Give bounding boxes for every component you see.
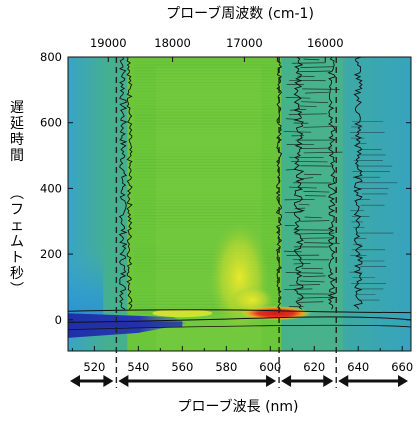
contour-line [327,57,337,310]
range-arrow-head [118,375,129,387]
contour-line [285,168,297,171]
contour-line [302,177,314,179]
right-blue-region [342,57,411,351]
y-tick-label: 200 [40,247,62,261]
x-tick-label: 640 [347,360,369,374]
x-tick-label: 660 [391,360,413,374]
x-tick-label: 560 [171,360,193,374]
contour-line [302,88,340,90]
range-arrow-head [281,375,292,387]
contour-line [298,203,310,206]
range-arrows [70,375,408,387]
plot-frame [67,56,412,352]
contour-line [301,101,329,103]
range-arrow-head [266,375,277,387]
x-tick-label: 600 [259,360,281,374]
contour-line [289,186,317,189]
contour-line [305,91,329,94]
contour-line [285,97,311,99]
x-tick-label: 620 [303,360,325,374]
axis-ticks: 520 540 560 580 600 620 640 660 19000 18000 17000 1… [40,36,413,374]
strong-signal-region [240,306,312,321]
contour-line [300,220,330,222]
contour-line [294,232,335,235]
y-tick-label: 800 [40,50,62,64]
y-tick-label: 0 [55,313,62,327]
contour-line [283,250,302,253]
contour-line [118,57,128,310]
contour-line [303,191,330,193]
y-axis-title-main: 遅延時間 [10,100,24,164]
y-axis-title-unit: ︵フェムト秒︶ [10,186,24,298]
contour-line [285,118,298,120]
contour-line [299,147,333,149]
x-top-tick-label: 19000 [90,36,127,50]
contour-line [297,70,330,73]
x-axis-title: プローブ波長 (nm) [177,398,298,415]
blue-region [68,247,104,324]
y-tick-label: 600 [40,116,62,130]
x-tick-label: 520 [83,360,105,374]
contour-line [299,280,325,283]
yellow-streak [152,309,213,318]
contour-line [285,211,302,214]
contour-line [303,58,320,61]
top-axis-title: プローブ周波数 (cm-1) [166,5,314,22]
contour-line [304,173,322,176]
negative-signal-band [68,321,183,328]
contour-line [293,263,311,265]
x-top-tick-label: 17000 [226,36,263,50]
contour-line [301,237,335,239]
contour-line [352,57,364,310]
range-arrow-head [398,375,408,387]
contour-line [300,66,334,68]
contour-line [297,75,315,77]
contour-line [301,267,324,270]
contour-line [126,57,133,310]
contour-line [283,131,312,133]
x-tick-label: 580 [215,360,237,374]
contour-line [298,105,317,107]
contour-line [285,272,324,274]
contour-line [68,324,411,331]
contour-line [288,113,328,115]
contour-line [297,301,324,303]
contour-line [68,309,411,314]
contour-line [303,126,338,128]
x-top-tick-label: 18000 [154,36,191,50]
range-arrow-head [70,375,80,387]
dashed-lines [115,57,337,388]
contour-line [289,284,320,286]
range-arrow-head [338,375,349,387]
contour-line [68,316,411,323]
range-arrow-head [323,375,334,387]
contour-line [284,288,313,290]
heatmap-area [68,57,411,351]
contour-line [297,296,336,299]
contour-line [284,198,315,201]
x-tick-label: 540 [127,360,149,374]
contour-line [302,275,326,278]
contour-line [304,216,322,219]
range-arrow-head [103,375,114,387]
contour-line [304,242,340,244]
contour-line [289,108,307,111]
x-top-tick-label: 16000 [307,36,344,50]
y-tick-label: 400 [40,181,62,195]
